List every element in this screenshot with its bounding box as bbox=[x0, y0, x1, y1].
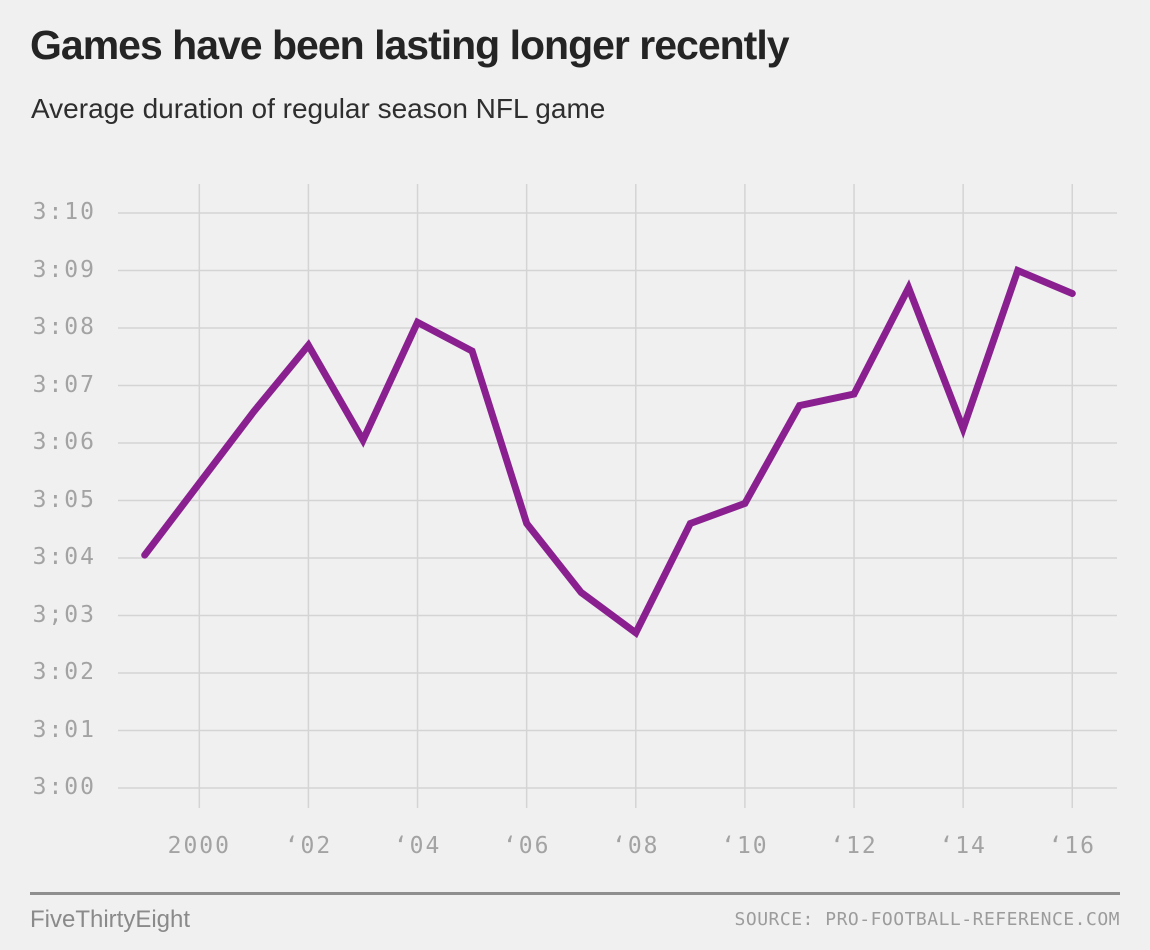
y-tick-label: 3:06 bbox=[32, 429, 96, 455]
x-tick-label: ‘12 bbox=[830, 833, 878, 859]
x-tick-label: ‘14 bbox=[939, 833, 987, 859]
x-tick-label: ‘04 bbox=[393, 833, 442, 859]
x-tick-label: ‘08 bbox=[611, 833, 660, 859]
y-tick-label: 3;03 bbox=[32, 601, 96, 628]
source-credit: SOURCE: PRO-FOOTBALL-REFERENCE.COM bbox=[734, 909, 1120, 930]
chart-subtitle: Average duration of regular season NFL g… bbox=[31, 93, 606, 124]
y-tick-label: 3:10 bbox=[32, 199, 96, 225]
x-tick-label: ‘06 bbox=[502, 833, 551, 859]
x-tick-label: ‘02 bbox=[284, 833, 333, 859]
x-tick-label: ‘16 bbox=[1048, 833, 1097, 859]
duration-line-series bbox=[141, 265, 1076, 639]
y-tick-label: 3:02 bbox=[32, 659, 96, 685]
y-tick-label: 3:04 bbox=[32, 544, 96, 570]
vertical-gridlines bbox=[198, 184, 1074, 808]
y-tick-label: 3:00 bbox=[32, 774, 96, 800]
y-tick-label: 3:09 bbox=[32, 256, 96, 283]
y-tick-label: 3:01 bbox=[32, 716, 96, 743]
y-tick-label: 3:07 bbox=[32, 371, 96, 398]
fivethirtyeight-logo-text: FiveThirtyEight bbox=[30, 906, 191, 933]
footer-divider bbox=[30, 892, 1120, 895]
y-tick-label: 3:08 bbox=[32, 314, 96, 340]
y-tick-label: 3:05 bbox=[32, 486, 96, 513]
x-tick-label: 2000 bbox=[167, 833, 231, 859]
chart-title: Games have been lasting longer recently bbox=[30, 22, 790, 68]
horizontal-gridlines bbox=[118, 212, 1117, 789]
x-tick-label: ‘10 bbox=[721, 833, 769, 859]
